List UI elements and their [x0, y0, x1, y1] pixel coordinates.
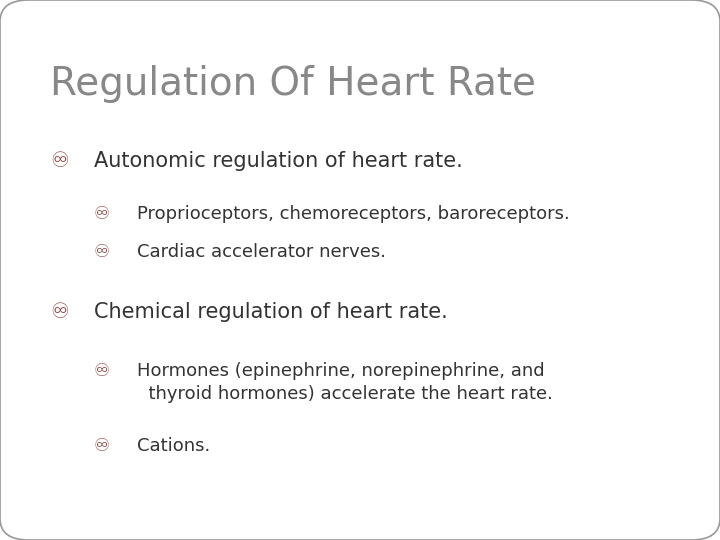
Text: ♾: ♾ — [94, 243, 109, 261]
Text: Hormones (epinephrine, norepinephrine, and
  thyroid hormones) accelerate the he: Hormones (epinephrine, norepinephrine, a… — [137, 362, 553, 403]
Text: Proprioceptors, chemoreceptors, baroreceptors.: Proprioceptors, chemoreceptors, barorece… — [137, 205, 570, 223]
Text: Chemical regulation of heart rate.: Chemical regulation of heart rate. — [94, 302, 447, 322]
Text: Autonomic regulation of heart rate.: Autonomic regulation of heart rate. — [94, 151, 462, 171]
Text: Cations.: Cations. — [137, 437, 210, 455]
Text: ♾: ♾ — [94, 437, 109, 455]
Text: Regulation Of Heart Rate: Regulation Of Heart Rate — [50, 65, 536, 103]
Text: Cardiac accelerator nerves.: Cardiac accelerator nerves. — [137, 243, 386, 261]
Text: ♾: ♾ — [50, 151, 69, 171]
Text: ♾: ♾ — [94, 205, 109, 223]
Text: ♾: ♾ — [50, 302, 69, 322]
Text: ♾: ♾ — [94, 362, 109, 380]
